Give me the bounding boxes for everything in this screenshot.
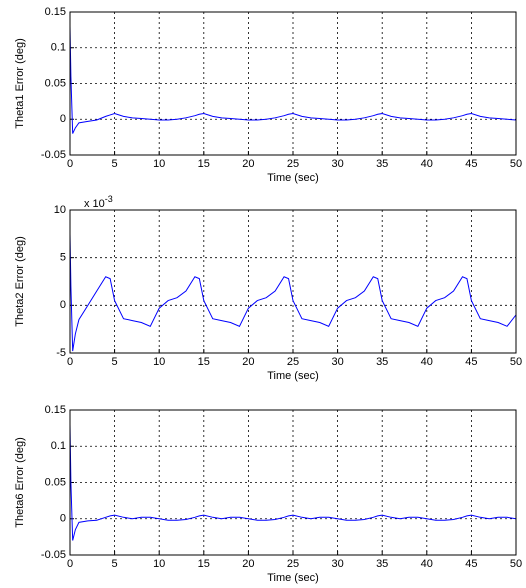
x-tick-label: 40: [421, 356, 433, 368]
y-tick-label: -0.05: [41, 149, 66, 161]
multiplier-exponent: -3: [105, 194, 113, 204]
x-tick-label: 25: [287, 558, 299, 570]
y-tick-label: 0.1: [51, 42, 66, 54]
x-tick-label: 15: [198, 558, 210, 570]
y-tick-label: 0: [60, 299, 66, 311]
x-tick-label: 5: [112, 158, 118, 170]
x-tick-label: 20: [242, 356, 254, 368]
x-tick-label: 35: [376, 158, 388, 170]
x-tick-label: 25: [287, 158, 299, 170]
x-tick-label: 20: [242, 558, 254, 570]
x-tick-label: 0: [67, 356, 73, 368]
x-tick-label: 45: [465, 558, 477, 570]
y-tick-label: 0.05: [45, 77, 66, 89]
subplot: 0 5 10 15 20 25 30 35 40 45 50-0.0500.050.10.15Tim…: [14, 404, 522, 584]
data-line: [69, 26, 517, 134]
x-tick-label: 10: [153, 558, 165, 570]
data-line: [69, 424, 517, 541]
subplot: 0 5 10 15 20 25 30 35 40 45 50-0.0500.050.10.15Tim…: [14, 6, 522, 184]
x-tick-label: 15: [198, 158, 210, 170]
y-tick-label: 0.15: [45, 6, 66, 18]
y-axis-label: Theta1 Error (deg): [14, 38, 26, 128]
y-axis-label: Theta2 Error (deg): [14, 236, 26, 326]
plot-frame: [69, 409, 517, 556]
x-tick-label: 15: [198, 356, 210, 368]
x-tick-label: 50: [510, 356, 522, 368]
x-tick-label: 10: [153, 158, 165, 170]
x-tick-label: 0: [67, 558, 73, 570]
y-axis-label: Theta6 Error (deg): [14, 437, 26, 527]
y-tick-label: -0.05: [41, 549, 66, 561]
y-tick-label: 10: [54, 204, 66, 216]
x-tick-label: 30: [331, 558, 343, 570]
x-tick-label: 50: [510, 158, 522, 170]
x-tick-label: 20: [242, 158, 254, 170]
x-tick-label: 25: [287, 356, 299, 368]
y-tick-label: 5: [60, 252, 66, 264]
x-tick-label: 50: [510, 558, 522, 570]
x-tick-label: 5: [112, 558, 118, 570]
y-tick-label: 0: [60, 113, 66, 125]
plot-frame: [69, 11, 517, 156]
multiplier-base: x 10: [84, 198, 105, 210]
axis-multiplier: x 10-3: [84, 194, 113, 210]
x-tick-label: 10: [153, 356, 165, 368]
y-tick-label: 0: [60, 513, 66, 525]
x-axis-label: Time (sec): [267, 172, 319, 184]
x-tick-label: 5: [112, 356, 118, 368]
x-tick-label: 0: [67, 158, 73, 170]
x-tick-label: 45: [465, 158, 477, 170]
x-tick-label: 30: [331, 356, 343, 368]
y-tick-label: 0.1: [51, 440, 66, 452]
x-tick-label: 30: [331, 158, 343, 170]
x-axis-label: Time (sec): [267, 572, 319, 584]
y-tick-label: -5: [56, 347, 66, 359]
x-axis-label: Time (sec): [267, 370, 319, 382]
x-tick-label: 35: [376, 558, 388, 570]
x-tick-label: 35: [376, 356, 388, 368]
y-tick-label: 0.05: [45, 476, 66, 488]
x-tick-label: 45: [465, 356, 477, 368]
x-tick-label: 40: [421, 558, 433, 570]
plot-frame: [69, 209, 517, 354]
data-line: [69, 233, 517, 352]
y-tick-label: 0.15: [45, 404, 66, 416]
x-tick-label: 40: [421, 158, 433, 170]
